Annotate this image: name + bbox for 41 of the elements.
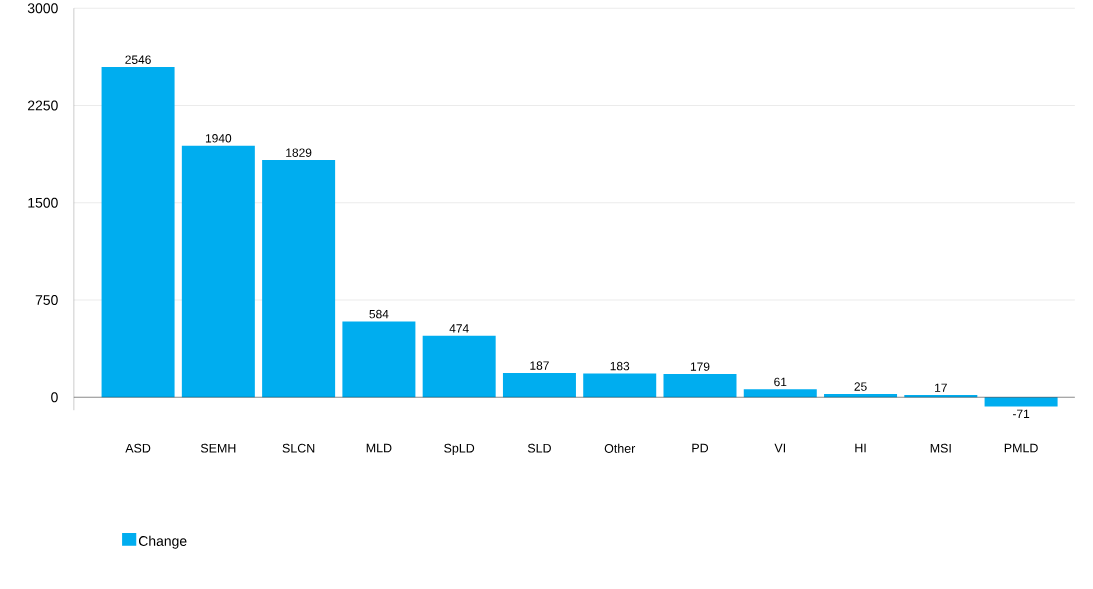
x-tick-label: SLD [527, 443, 551, 453]
y-tick-label: 0 [51, 392, 58, 403]
x-tick-label: PMLD [1004, 443, 1038, 453]
y-tick-label: 1500 [28, 197, 58, 208]
y-tick-label: 750 [35, 294, 58, 305]
bar [663, 373, 737, 398]
x-tick-label: ASD [125, 443, 151, 453]
bar [422, 335, 496, 398]
x-tick-label: VI [774, 443, 785, 453]
x-tick-label: PD [692, 443, 709, 453]
x-tick-label: MLD [366, 443, 392, 453]
bar [583, 373, 657, 398]
data-label: 61 [774, 377, 787, 387]
x-tick-label: MSI [930, 443, 951, 453]
data-label: 183 [610, 361, 630, 371]
data-label: 584 [369, 309, 389, 319]
bar [904, 394, 978, 398]
bar [743, 389, 817, 398]
legend-label: Change [138, 535, 187, 549]
x-tick-label: SEMH [200, 443, 236, 453]
bar [502, 372, 576, 398]
bar [262, 160, 336, 398]
y-tick-label: 3000 [27, 3, 58, 14]
x-tick-label: SLCN [282, 443, 315, 453]
data-label: 179 [690, 362, 710, 371]
y-tick-label: 2250 [28, 100, 58, 111]
data-label: 25 [854, 382, 867, 391]
data-label: 187 [530, 361, 549, 370]
data-label: 474 [449, 324, 469, 333]
data-label: 17 [935, 383, 947, 392]
bar [824, 393, 898, 398]
x-tick-label: SpLD [444, 443, 475, 455]
data-label: 2546 [125, 55, 151, 64]
data-label: 1829 [286, 148, 312, 157]
bar [342, 321, 416, 398]
data-label: -71 [1012, 409, 1030, 418]
x-tick-label: HI [855, 443, 866, 453]
data-label: 1940 [205, 133, 232, 143]
bar [101, 67, 175, 398]
x-tick-label: Other [604, 443, 636, 453]
bar [181, 145, 255, 398]
